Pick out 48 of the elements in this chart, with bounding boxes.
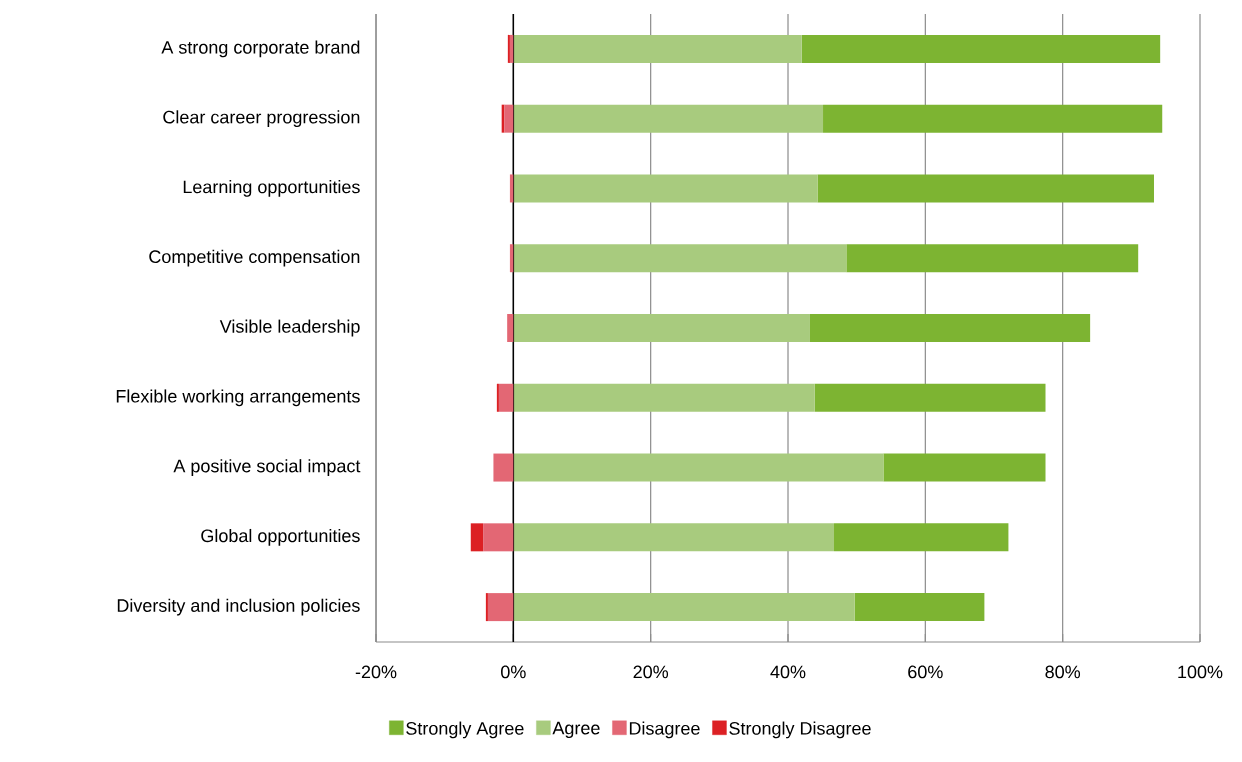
bar <box>513 314 810 342</box>
y-tick-label: Visible leadership <box>219 319 360 337</box>
bar <box>504 104 514 133</box>
bar <box>493 453 514 482</box>
bar <box>801 34 1161 63</box>
bar <box>513 174 818 203</box>
x-tick-label: 20% <box>633 665 669 679</box>
y-tick-label: Clear career progression <box>163 110 360 128</box>
bar <box>513 244 847 273</box>
x-tick-label: 60% <box>908 665 943 679</box>
bar <box>513 523 835 552</box>
bar <box>507 34 510 63</box>
y-tick-label: Diversity and inclusion policies <box>117 598 360 616</box>
bar <box>513 453 884 482</box>
bar <box>513 383 815 412</box>
x-tick-label: 0% <box>501 665 526 679</box>
bar <box>883 453 1046 482</box>
legend-label: Strongly Agree <box>406 721 524 739</box>
bar <box>814 383 1046 412</box>
bar <box>507 314 514 342</box>
bar <box>809 314 1091 342</box>
y-tick-label: Learning opportunities <box>183 180 360 197</box>
y-tick-label: Flexible working arrangements <box>116 389 360 407</box>
bar <box>823 104 1163 133</box>
bar <box>834 523 1009 552</box>
y-tick-label: A positive social impact <box>173 459 361 476</box>
bar <box>854 593 985 622</box>
y-tick-label: Competitive compensation <box>149 249 360 267</box>
x-tick-label: 100% <box>1178 665 1223 679</box>
bar <box>817 174 1154 203</box>
y-tick-label: Global opportunities <box>201 528 360 546</box>
bar <box>470 523 484 552</box>
x-tick-label: 40% <box>770 665 806 679</box>
bar <box>513 104 824 133</box>
bar <box>513 593 855 622</box>
legend-label: Agree <box>552 721 600 738</box>
legend-label: Strongly Disagree <box>729 721 871 739</box>
y-tick-label: A strong corporate brand <box>161 40 360 58</box>
x-tick-label: 80% <box>1045 665 1081 679</box>
x-tick-label: -20% <box>355 665 397 679</box>
bar <box>846 244 1139 273</box>
bar <box>513 34 802 63</box>
bar <box>483 523 514 552</box>
bar <box>498 383 514 412</box>
legend-label: Disagree <box>629 721 700 739</box>
bar <box>487 593 514 622</box>
bar <box>485 593 488 622</box>
bar <box>496 383 499 412</box>
